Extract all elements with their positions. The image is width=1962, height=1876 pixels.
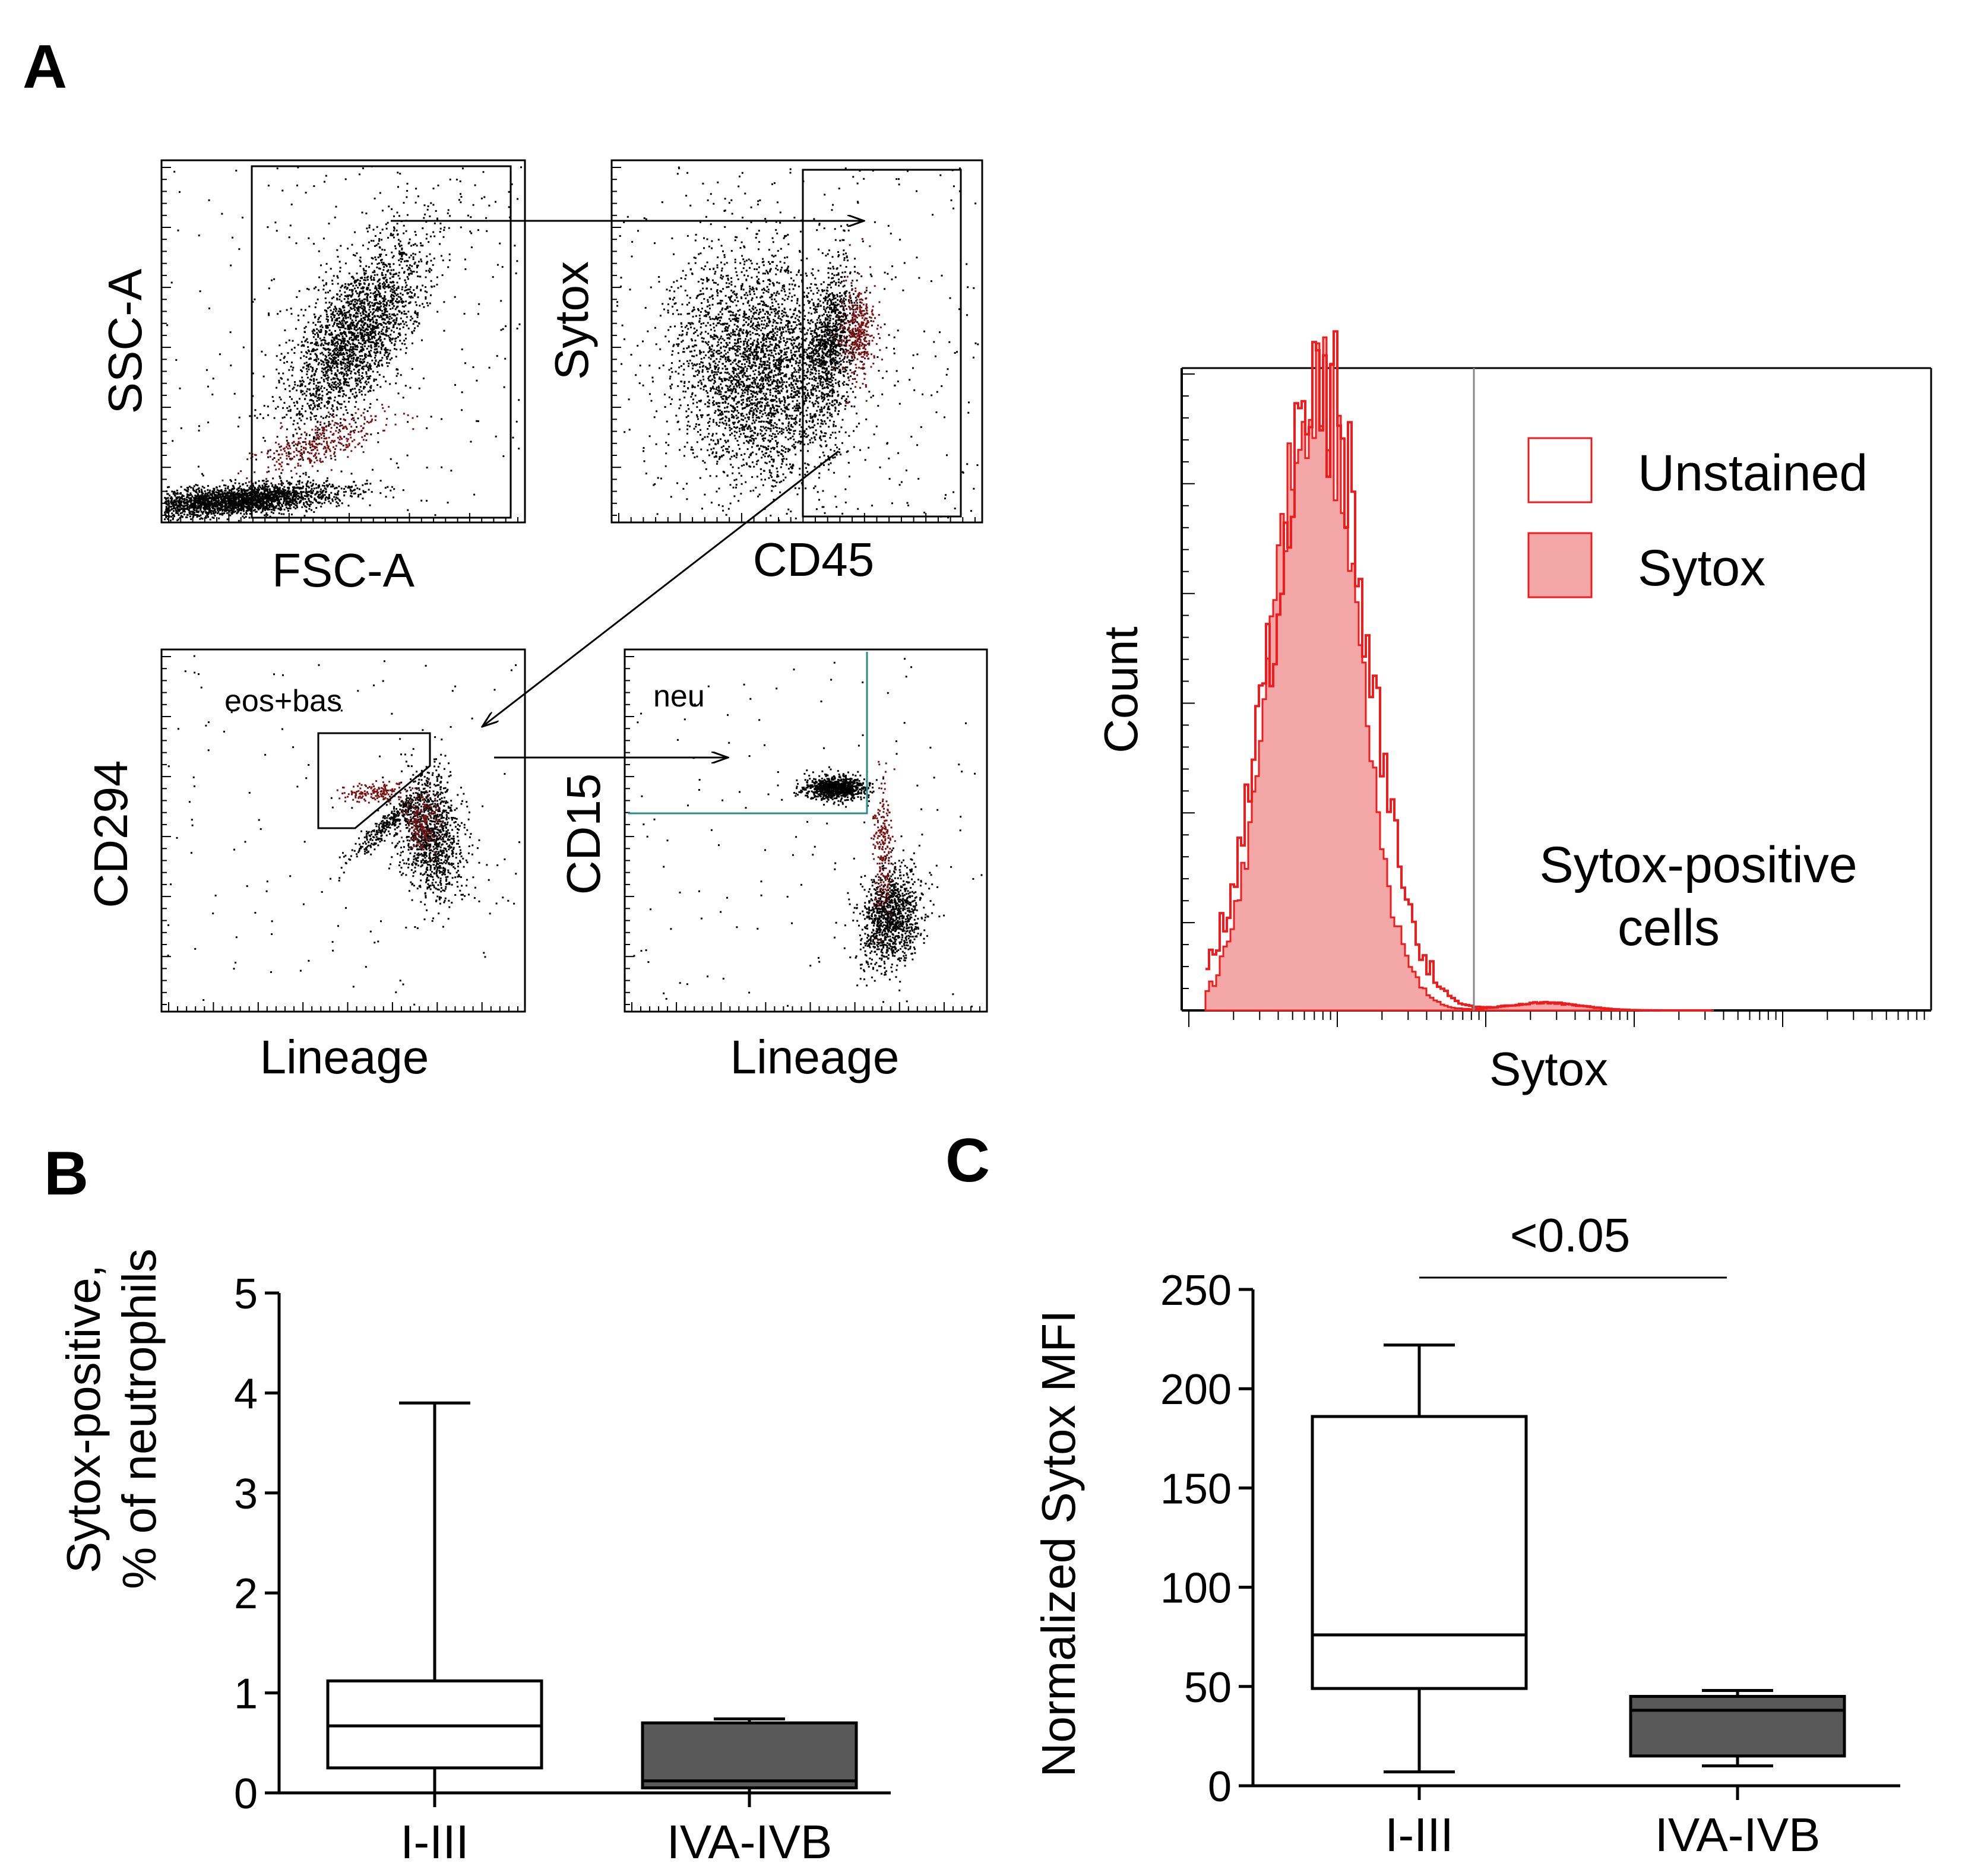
flow-plot-cd45-sytox: CD45 Sytox [545,159,983,586]
boxplot-b: 0 1 2 3 4 5 I-III IVA-IVB Sytox-positive, % of… [57,1248,891,1868]
scatter-points [167,655,521,1006]
box-IVA-IVB: IVA-IVB [1629,1688,1846,1861]
y-tick-label: 3 [234,1471,258,1518]
y-tick-label: 200 [1160,1366,1232,1414]
event-cloud [336,780,407,804]
scatter-points [164,165,523,522]
panel-label-b: B [44,1139,88,1208]
panel-label-c: C [945,1126,990,1195]
x-tick-label: I-III [400,1815,469,1868]
event-cloud [871,760,897,942]
x-axis-label: Sytox [1489,1042,1608,1095]
y-axis-label: Sytox [545,261,598,380]
significance-label: <0.05 [1510,1209,1630,1262]
y-axis-label-line1: Sytox-positive, [57,1265,110,1573]
box-body [326,1679,543,1770]
y-tick-label: 0 [234,1770,258,1818]
flow-plot-lineage-cd15: neu Lineage CD15 [557,648,988,1083]
gating-arrow-2 [482,450,839,727]
unstained-histogram-outline [1205,330,1711,1012]
event-cloud [787,229,873,457]
flow-plot-lineage-cd294: eos+bas Lineage CD294 [84,648,526,1083]
y-tick-label: 1 [234,1671,258,1718]
x-axis-label: FSC-A [272,544,415,597]
annotation-sytox-positive: Sytox-positive [1539,836,1857,893]
boxes: I-III IVA-IVB [326,1401,858,1868]
y-tick-label: 150 [1160,1465,1232,1513]
box-I-III: I-III [326,1401,543,1868]
scatter-points [633,658,983,1007]
box-I-III: I-III [1311,1343,1528,1861]
event-cloud [164,470,428,522]
x-tick-label: I-III [1385,1808,1454,1861]
y-axis-label: CD15 [557,774,610,895]
boxplot-c: 0 50 100 150 200 250 I-III IVA-IVB <0.05 Norma… [1032,1209,1900,1861]
legend-label-sytox: Sytox [1638,540,1765,597]
y-tick-label: 250 [1160,1267,1232,1314]
scatter-points [616,166,979,522]
x-axis-label: Lineage [260,1031,429,1083]
gate-cd45-positive [802,169,962,518]
y-axis-label: SSC-A [99,268,151,414]
gate-leukocytes [251,165,512,519]
axis-ticks [625,656,980,1012]
x-tick-label: IVA-IVB [1655,1808,1821,1861]
box-IVA-IVB: IVA-IVB [641,1717,858,1868]
axis-ticks [162,167,518,522]
x-axis-label: CD45 [753,533,875,586]
event-cloud [391,778,444,861]
gate-label-neu: neu [653,679,705,714]
y-axis-label: Normalized Sytox MFI [1032,1310,1085,1777]
event-cloud [777,766,884,808]
event-cloud [832,238,883,404]
y-axis-label-line2: % of neutrophils [113,1248,166,1589]
y-axis-label: CD294 [84,760,137,908]
box-body [1311,1415,1528,1690]
annotation-cells: cells [1618,899,1720,956]
gate-neutrophils [628,652,868,815]
y-axis: 0 50 100 150 200 250 [1160,1267,1900,1811]
gate-eos-bas [317,732,431,829]
x-axis-label: Lineage [730,1031,900,1083]
y-axis-label: Count [1094,626,1147,753]
boxes: I-III IVA-IVB [1311,1343,1846,1861]
event-cloud [834,844,945,1003]
y-tick-label: 5 [234,1270,258,1318]
legend-swatch-unstained [1527,437,1593,503]
y-tick-label: 50 [1184,1664,1232,1712]
axis-ticks [1182,373,1925,1027]
y-axis: 0 1 2 3 4 5 [234,1270,891,1818]
y-tick-label: 0 [1208,1763,1232,1811]
y-tick-label: 100 [1160,1565,1232,1612]
legend-swatch-sytox [1527,532,1593,598]
legend-label-unstained: Unstained [1638,445,1868,502]
y-tick-label: 2 [234,1570,258,1618]
event-cloud [233,179,486,493]
x-tick-label: IVA-IVB [667,1815,833,1868]
box-body [1629,1695,1846,1758]
y-tick-label: 4 [234,1370,258,1418]
axis-ticks [162,656,518,1012]
flow-plot-fsc-ssc: FSC-A SSC-A [99,159,526,597]
gate-label-eos-bas: eos+bas [224,684,342,718]
box-body [641,1721,858,1790]
panel-label-a: A [23,33,67,102]
sytox-histogram: Unstained Sytox Sytox-positive cells Syt… [1094,330,1932,1095]
